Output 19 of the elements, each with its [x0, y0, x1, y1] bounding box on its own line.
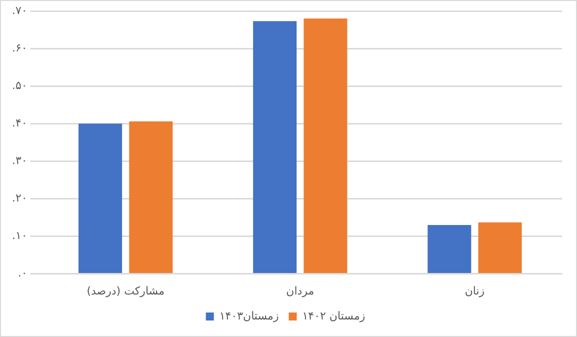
bar: [304, 18, 348, 274]
y-tick-label: .۱۰: [12, 229, 28, 242]
bar: [478, 222, 522, 274]
x-tick-label: مردان: [286, 284, 314, 298]
bar: [253, 21, 297, 274]
x-tick-label: مشارکت (درصد): [86, 284, 165, 298]
bar: [129, 121, 173, 274]
legend-label: زمستان۱۴۰۳: [219, 309, 279, 322]
y-tick-label: .۵۰: [12, 78, 28, 92]
y-tick-label: .۴۰: [12, 116, 28, 130]
bar: [78, 124, 122, 274]
y-tick-label: .۷۰: [12, 4, 28, 17]
y-tick-label: .۳۰: [12, 154, 28, 168]
x-tick-label: زنان: [464, 284, 485, 298]
y-tick-label: .۲۰: [12, 192, 28, 205]
legend-label: زمستان ۱۴۰۲: [302, 309, 366, 322]
y-tick-label: .۶۰: [12, 41, 28, 54]
y-tick-label: .۰: [18, 266, 28, 280]
bar: [428, 224, 472, 274]
